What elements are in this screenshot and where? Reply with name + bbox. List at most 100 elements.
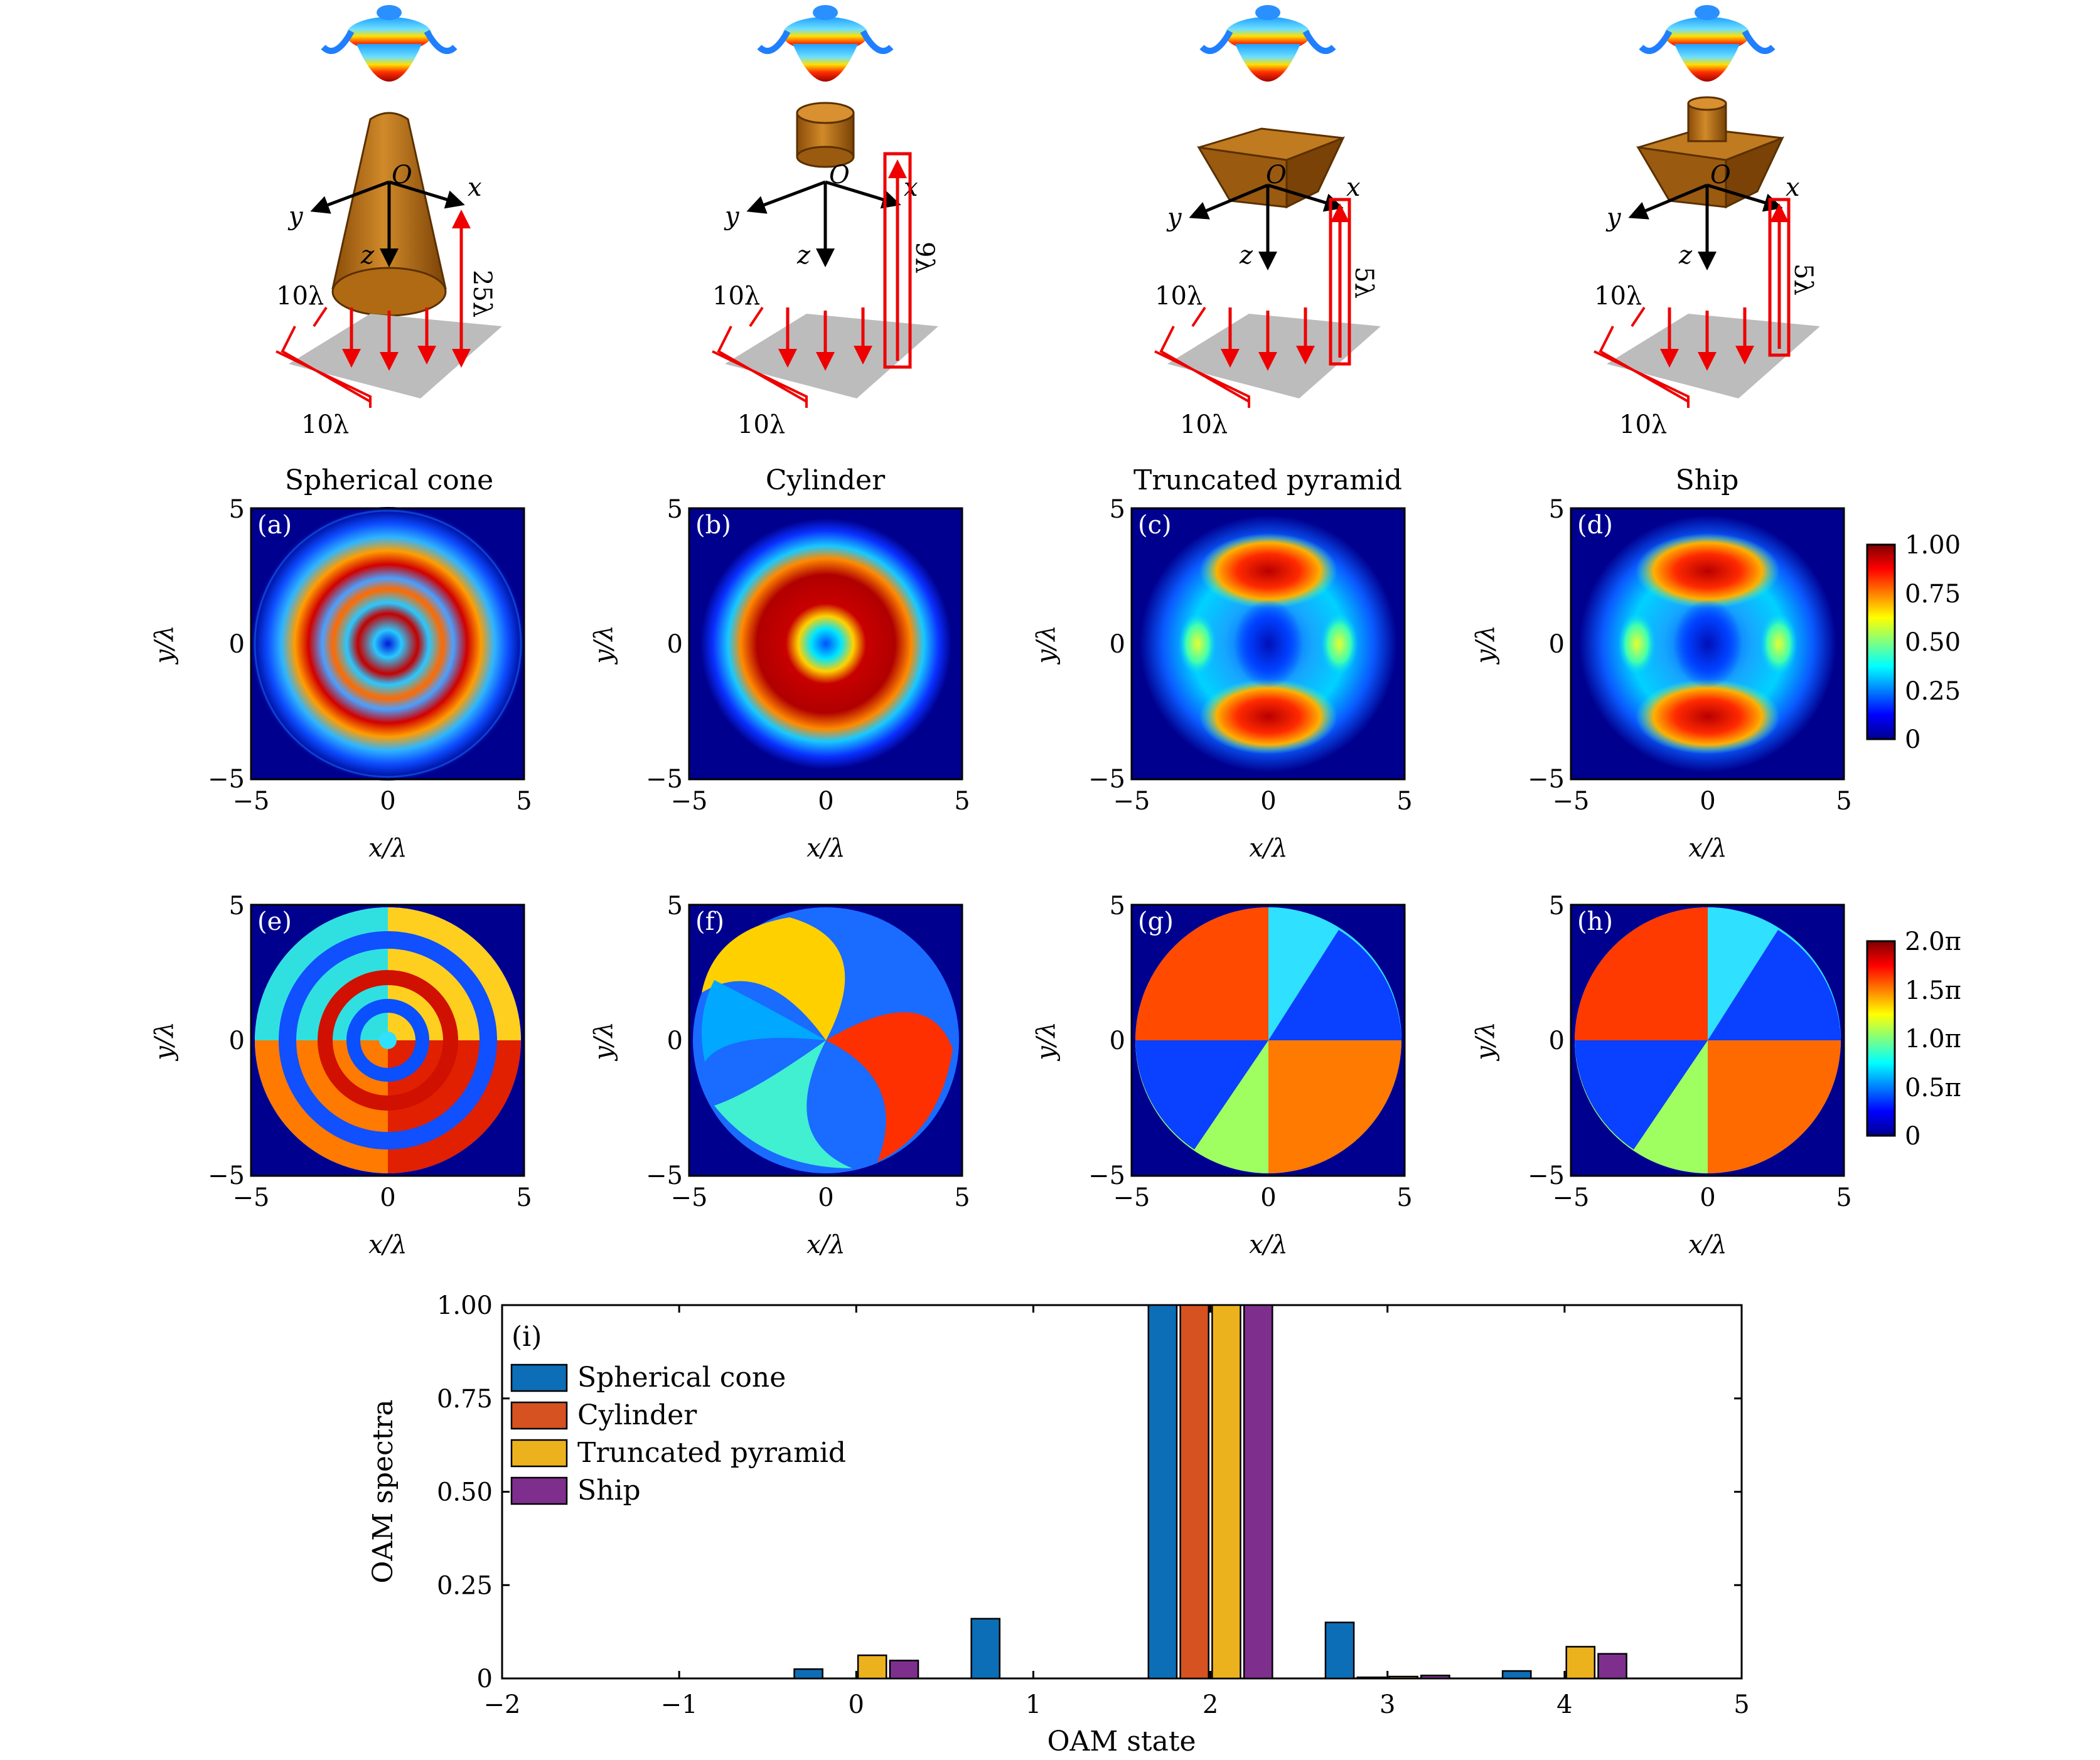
panel-label: (d) <box>1577 511 1613 540</box>
phase-row: (e) (f) (g) <box>150 892 1961 1259</box>
label-y: y <box>724 202 740 231</box>
label-x: x <box>1346 173 1361 202</box>
bar <box>889 1660 919 1680</box>
xtick: 5 <box>1396 787 1412 816</box>
axes-d: 5 0 −5 −5 0 5 x/λ y/λ <box>1471 495 1852 863</box>
label-height: 5λ <box>1789 264 1818 296</box>
ytick: 5 <box>229 892 245 920</box>
chart-xlabel: OAM state <box>1047 1725 1196 1757</box>
xtick: 0 <box>1260 787 1276 816</box>
ylabel: y/λ <box>1032 1021 1061 1061</box>
chart-bars <box>793 1304 1627 1680</box>
intensity-row: (a) (b) (c) <box>150 495 1961 863</box>
schematic-ship: O x y z 10λ 10λ 5λ <box>1594 5 1820 439</box>
x-tick-label: −2 <box>484 1690 521 1719</box>
chart-ylabel: OAM spectra <box>367 1399 399 1583</box>
map-h: (h) <box>1570 904 1845 1177</box>
ytick: 0 <box>1549 630 1565 659</box>
xtick: −5 <box>1113 787 1150 816</box>
bar <box>1420 1674 1450 1680</box>
object-pyramid <box>1197 127 1345 209</box>
axes-glyph: O x y z <box>1605 161 1800 270</box>
bar <box>1388 1675 1418 1680</box>
label-height: 5λ <box>1349 267 1378 299</box>
xlabel: x/λ <box>1249 1230 1287 1259</box>
xtick: 0 <box>1700 787 1715 816</box>
cbar-tick: 1.0π <box>1905 1025 1961 1053</box>
label-x: x <box>1786 173 1800 202</box>
intensity-axes: 5 0 −5 −5 0 5 x/λ y/λ 5 0 −5 −5 0 5 x/λ … <box>150 495 1852 863</box>
xtick: 5 <box>516 787 532 816</box>
panel-label: (f) <box>695 907 724 936</box>
legend-label: Ship <box>577 1475 641 1507</box>
teapot-icon <box>757 5 894 82</box>
schematic-pyramid: O x y z 10λ 10λ 5λ <box>1154 5 1381 439</box>
legend-swatch <box>510 1476 568 1505</box>
label-origin: O <box>392 161 412 189</box>
xtick: 0 <box>1260 1183 1276 1212</box>
panel-label: (g) <box>1138 907 1174 936</box>
x-tick-label: 3 <box>1379 1690 1395 1719</box>
label-origin: O <box>1266 161 1287 189</box>
ytick: −5 <box>208 1161 245 1190</box>
label-y: y <box>1605 203 1622 232</box>
x-tick-label: 4 <box>1556 1690 1572 1719</box>
phase-axes: 5 0 −5 −5 0 5 x/λ y/λ 5 0 −5 −5 0 5 x/λ … <box>150 892 1852 1259</box>
label-y: y <box>287 202 304 231</box>
ytick: 0 <box>229 630 245 659</box>
cbar-tick: 0.5π <box>1905 1074 1961 1102</box>
map-e: (e) <box>250 904 525 1177</box>
xtick: −5 <box>233 787 270 816</box>
axes-e: 5 0 −5 −5 0 5 x/λ y/λ <box>150 892 532 1259</box>
xtick: 0 <box>380 787 395 816</box>
ytick: −5 <box>1088 1161 1125 1190</box>
schematic-cylinder: O x y z 10λ 10λ 9λ <box>712 5 939 439</box>
xtick: 0 <box>380 1183 395 1212</box>
ylabel: y/λ <box>150 1021 179 1061</box>
xtick: 5 <box>1396 1183 1412 1212</box>
teapot-icon <box>1639 5 1776 82</box>
bar <box>1501 1670 1532 1680</box>
ylabel: y/λ <box>589 1021 618 1061</box>
cbar-tick: 0 <box>1905 725 1921 754</box>
xlabel: x/λ <box>368 834 407 863</box>
label-plane-width: 10λ <box>1155 282 1203 311</box>
bar <box>857 1654 887 1680</box>
legend-swatch <box>510 1363 568 1392</box>
map-d: (d) <box>1570 507 1845 781</box>
cbar-tick: 0.25 <box>1905 677 1961 706</box>
label-plane-depth: 10λ <box>1180 410 1228 439</box>
cbar-tick: 1.00 <box>1905 531 1961 560</box>
ytick: −5 <box>1088 765 1125 794</box>
bar <box>970 1618 1001 1680</box>
map-g: (g) <box>1130 904 1406 1177</box>
map-f: (f) <box>688 904 963 1177</box>
label-z: z <box>1678 241 1693 270</box>
xtick: 0 <box>818 787 833 816</box>
axes-f: 5 0 −5 −5 0 5 x/λ y/λ <box>589 892 970 1259</box>
y-tick-label: 0 <box>477 1665 493 1693</box>
ytick: 5 <box>1549 495 1565 524</box>
xtick: −5 <box>1553 787 1590 816</box>
schematics: O x y z 10λ 10λ 25λ <box>276 5 1820 439</box>
axes-g: 5 0 −5 −5 0 5 x/λ y/λ <box>1032 892 1413 1259</box>
label-height: 25λ <box>468 270 496 317</box>
bar <box>1147 1304 1178 1680</box>
cbar-tick: 0.50 <box>1905 628 1961 657</box>
xtick: −5 <box>233 1183 270 1212</box>
bar <box>793 1668 823 1680</box>
bar <box>1356 1676 1387 1680</box>
bar <box>1565 1646 1596 1680</box>
colorbar-intensity: 1.00 0.75 0.50 0.25 0 <box>1866 531 1961 754</box>
object-ship <box>1636 96 1784 209</box>
bar <box>1243 1304 1273 1680</box>
chart-legend: Spherical cone Cylinder Truncated pyramid S… <box>510 1362 846 1507</box>
label-plane-width: 10λ <box>712 282 760 311</box>
ytick: 0 <box>1110 1027 1125 1055</box>
map-c: (c) <box>1130 507 1406 781</box>
panel-label: (b) <box>695 511 731 540</box>
ylabel: y/λ <box>1471 1021 1500 1061</box>
cbar-tick: 1.5π <box>1905 976 1961 1005</box>
xtick: 0 <box>818 1183 833 1212</box>
